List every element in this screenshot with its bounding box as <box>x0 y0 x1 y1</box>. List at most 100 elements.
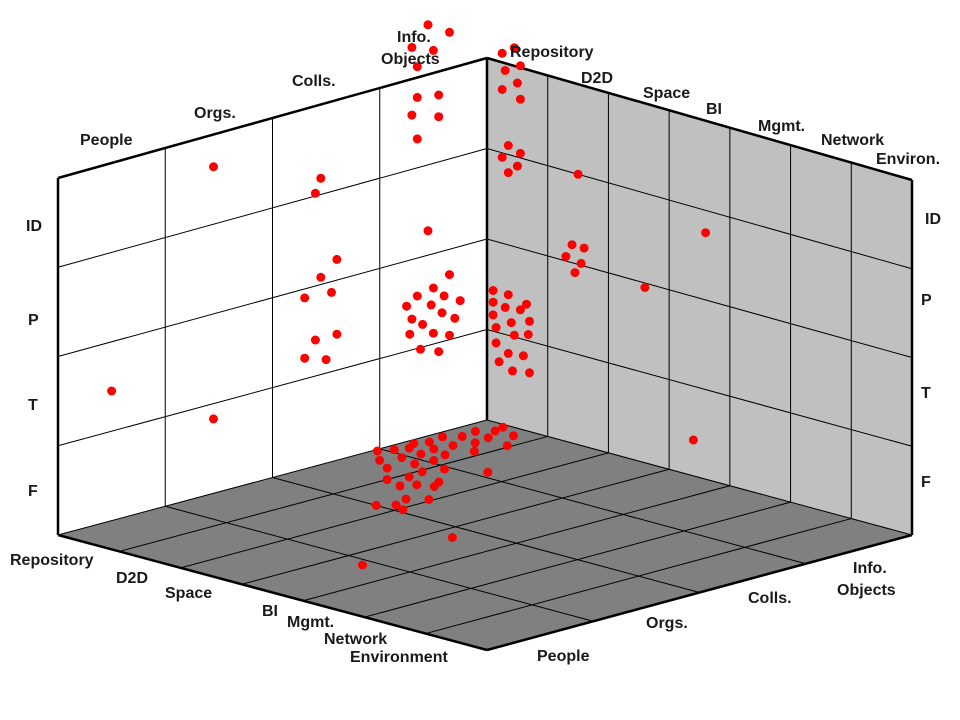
floor-point <box>448 441 458 450</box>
right-wall-point <box>491 323 501 332</box>
left-wall-hgrid <box>57 148 488 268</box>
floor-point <box>371 500 381 510</box>
left-wall-point <box>316 272 326 282</box>
left-wall-point <box>434 90 444 100</box>
right-wall-hgrid <box>486 238 913 358</box>
left-wall-point <box>300 353 310 363</box>
left-wall-point <box>445 330 454 340</box>
floor-point <box>502 441 512 451</box>
left-wall-top-edge <box>57 56 488 180</box>
right-wall-point <box>488 297 498 307</box>
floor-point <box>490 426 500 436</box>
floor-point <box>417 467 427 477</box>
tick-floor-people: People <box>537 648 590 665</box>
left-wall-point <box>412 62 422 72</box>
right-wall-point <box>500 66 510 75</box>
tick-top-objects: Objects <box>381 51 440 68</box>
tick-right-t: T <box>921 385 931 402</box>
floor-point <box>429 456 439 465</box>
tick-floor-bi: BI <box>262 603 278 620</box>
floor-back-left <box>57 419 488 536</box>
floor-right-edge <box>486 533 913 652</box>
floor-point <box>429 444 439 454</box>
left-wall-point <box>455 296 465 306</box>
tick-floor-mgmt: Mgmt. <box>287 614 334 631</box>
floor-point <box>440 450 450 460</box>
right-wall-point <box>688 435 698 445</box>
grid-lines <box>57 75 913 635</box>
floor-point <box>469 446 479 456</box>
left-wall-point <box>310 335 320 345</box>
left-wall-point <box>209 414 218 424</box>
left-wall-point <box>412 92 422 102</box>
left-wall-point <box>416 344 425 354</box>
floor-point <box>483 433 493 443</box>
tick-top-people: People <box>80 132 133 149</box>
tick-right-f: F <box>921 474 931 491</box>
right-wall-point <box>525 316 534 326</box>
floor-point <box>498 422 508 432</box>
tick-right-environ: Environ. <box>876 151 940 168</box>
left-wall-point <box>316 173 326 183</box>
right-wall-point <box>515 305 525 315</box>
left-wall-point <box>332 329 342 339</box>
left-wall-hgrid <box>57 329 488 447</box>
floor-point <box>401 494 411 504</box>
left-wall-point <box>107 386 117 396</box>
right-wall-point <box>503 168 513 178</box>
left-wall-point <box>310 188 320 198</box>
right-wall-point <box>500 302 510 312</box>
right-wall-point <box>576 258 586 268</box>
right-wall-point <box>567 240 577 250</box>
left-wall-hgrid <box>57 238 488 357</box>
left-wall-point <box>445 270 454 280</box>
tick-top-info: Info. <box>397 29 431 46</box>
tick-floor-space: Space <box>165 585 212 602</box>
right-wall-hgrid <box>486 148 913 270</box>
floor-grid-entity <box>272 477 700 593</box>
left-wall-point <box>423 226 433 236</box>
floor-point <box>404 472 414 482</box>
tick-floor-objects: Objects <box>837 582 896 599</box>
tick-right-mgmt: Mgmt. <box>758 118 805 135</box>
tick-floor-d2d: D2D <box>116 570 148 587</box>
floor-grid-entity <box>165 505 594 622</box>
floor-point <box>372 446 382 456</box>
floor-point <box>398 505 408 515</box>
right-wall-point <box>701 228 711 238</box>
right-wall-point <box>488 310 498 320</box>
floor-point <box>470 438 480 448</box>
left-wall-point <box>407 42 417 52</box>
floor-point <box>410 459 420 469</box>
right-wall-hgrid <box>486 329 913 447</box>
left-wall-point <box>412 291 422 301</box>
tick-top-colls: Colls. <box>292 73 336 90</box>
floor-back-right <box>486 419 913 536</box>
right-wall-point <box>508 366 517 376</box>
floor-point <box>483 467 493 477</box>
left-wall-point <box>407 110 417 120</box>
left-wall-point <box>332 254 342 264</box>
floor-point <box>358 560 367 570</box>
floor-point <box>397 453 407 463</box>
tick-floor-info: Info. <box>853 560 887 577</box>
left-wall-point <box>428 328 438 338</box>
tick-right-bi: BI <box>706 101 722 118</box>
data-points <box>107 20 711 570</box>
floor-point <box>409 439 419 448</box>
floor-point <box>416 449 426 459</box>
floor-point <box>391 500 401 510</box>
tick-floor-colls: Colls. <box>748 590 792 607</box>
right-wall-point <box>570 268 580 278</box>
right-wall-point <box>512 78 522 88</box>
right-wall-point <box>503 290 513 300</box>
right-wall-point <box>512 161 522 171</box>
right-wall-point <box>525 368 534 378</box>
right-wall-point <box>579 243 589 253</box>
left-wall-point <box>426 300 436 310</box>
floor-point <box>389 445 399 455</box>
right-wall-point <box>522 299 531 309</box>
left-wall-point <box>407 314 417 324</box>
